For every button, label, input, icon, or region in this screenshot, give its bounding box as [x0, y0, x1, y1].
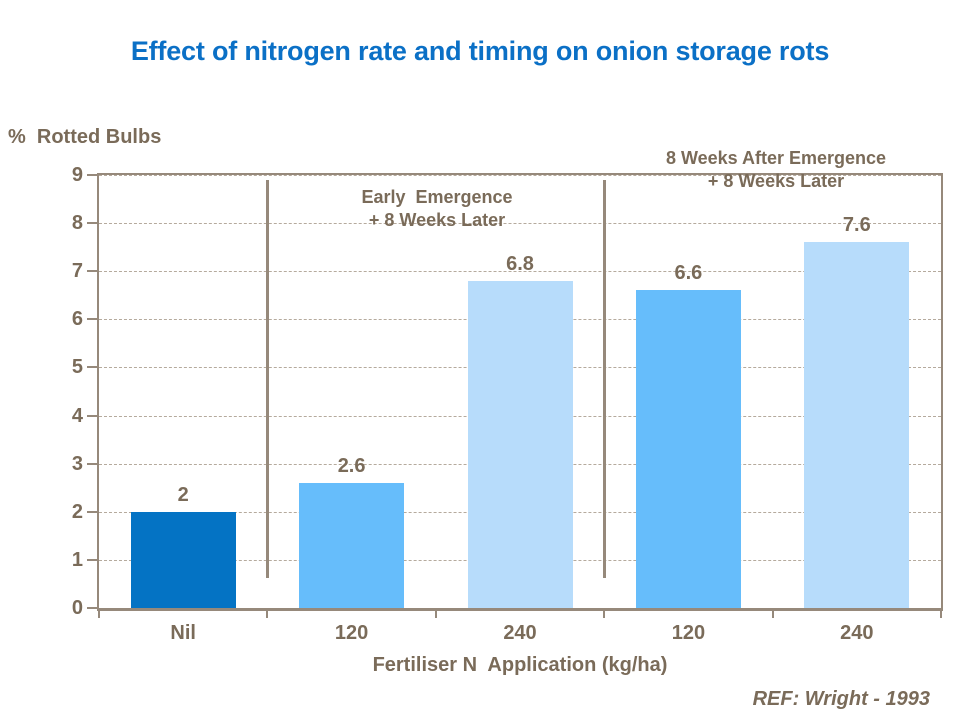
annotation-line-2: + 8 Weeks Later: [368, 210, 506, 230]
y-tick-label: 3: [71, 452, 83, 475]
x-axis-tick: [434, 611, 437, 618]
bar: [804, 242, 910, 608]
annotation-line-2: + 8 Weeks Later: [707, 171, 845, 191]
y-axis-tick: [87, 222, 97, 225]
group-divider-line: [602, 180, 606, 578]
y-axis-tick: [87, 462, 97, 465]
gridline: [99, 223, 941, 225]
gridline: [99, 175, 941, 176]
x-tick-label: 120: [334, 622, 369, 644]
y-tick-label: 0: [71, 597, 83, 619]
y-axis-tick: [87, 607, 97, 609]
y-axis-tick: [87, 318, 97, 321]
bar-value-label: 6.6: [674, 262, 703, 285]
x-axis-tick: [603, 611, 606, 618]
y-tick-label: 7: [71, 260, 83, 283]
y-tick-label: 6: [71, 308, 83, 331]
y-tick-label: 4: [71, 404, 83, 427]
reference-note: REF: Wright - 1993: [752, 688, 930, 710]
x-axis-tick: [266, 611, 269, 618]
x-tick-label: 240: [503, 622, 537, 644]
gridline: [99, 271, 941, 273]
plot-area: 0 1 2 3 4 5 6 7 8 9 2 Nil 2.6 120 6.8 240 6.6 120 7.6 240 Ea…: [72, 148, 943, 644]
chart-title: Effect of nitrogen rate and timing on on…: [130, 36, 830, 66]
group-annotation: Early Emergence + 8 Weeks Later: [361, 186, 512, 232]
bar-value-label: 7.6: [842, 214, 871, 237]
x-axis-tick: [940, 611, 942, 618]
y-tick-label: 8: [71, 212, 83, 235]
x-tick-label: 120: [671, 622, 706, 644]
bar: [299, 482, 405, 608]
annotation-line-1: Early Emergence: [361, 187, 513, 207]
y-tick-label: 5: [71, 356, 83, 379]
x-axis-title: Fertiliser N Application (kg/ha): [372, 654, 668, 676]
y-tick-label: 1: [71, 548, 83, 571]
x-tick-label: Nil: [170, 622, 196, 644]
bar-value-label: 2.6: [337, 454, 366, 477]
y-tick-label: 2: [71, 500, 83, 523]
x-tick-label: 240: [840, 622, 874, 644]
y-axis-tick: [87, 366, 97, 369]
y-axis-tick: [87, 414, 97, 417]
y-axis-tick: [87, 174, 97, 176]
y-axis-tick: [87, 558, 97, 561]
y-axis-title: % Rotted Bulbs: [8, 126, 162, 148]
y-axis-tick: [87, 510, 97, 513]
bar-value-label: 2: [177, 483, 189, 506]
y-axis-tick: [87, 270, 97, 273]
group-annotation: 8 Weeks After Emergence + 8 Weeks Later: [666, 147, 886, 193]
bar: [130, 511, 236, 608]
bar-value-label: 6.8: [506, 252, 534, 275]
x-axis-tick: [771, 611, 774, 618]
y-tick-label: 9: [71, 164, 83, 186]
x-axis-tick: [98, 611, 100, 618]
bar: [635, 290, 741, 608]
bar: [467, 280, 573, 608]
annotation-line-1: 8 Weeks After Emergence: [665, 148, 887, 168]
group-divider-line: [265, 180, 269, 578]
